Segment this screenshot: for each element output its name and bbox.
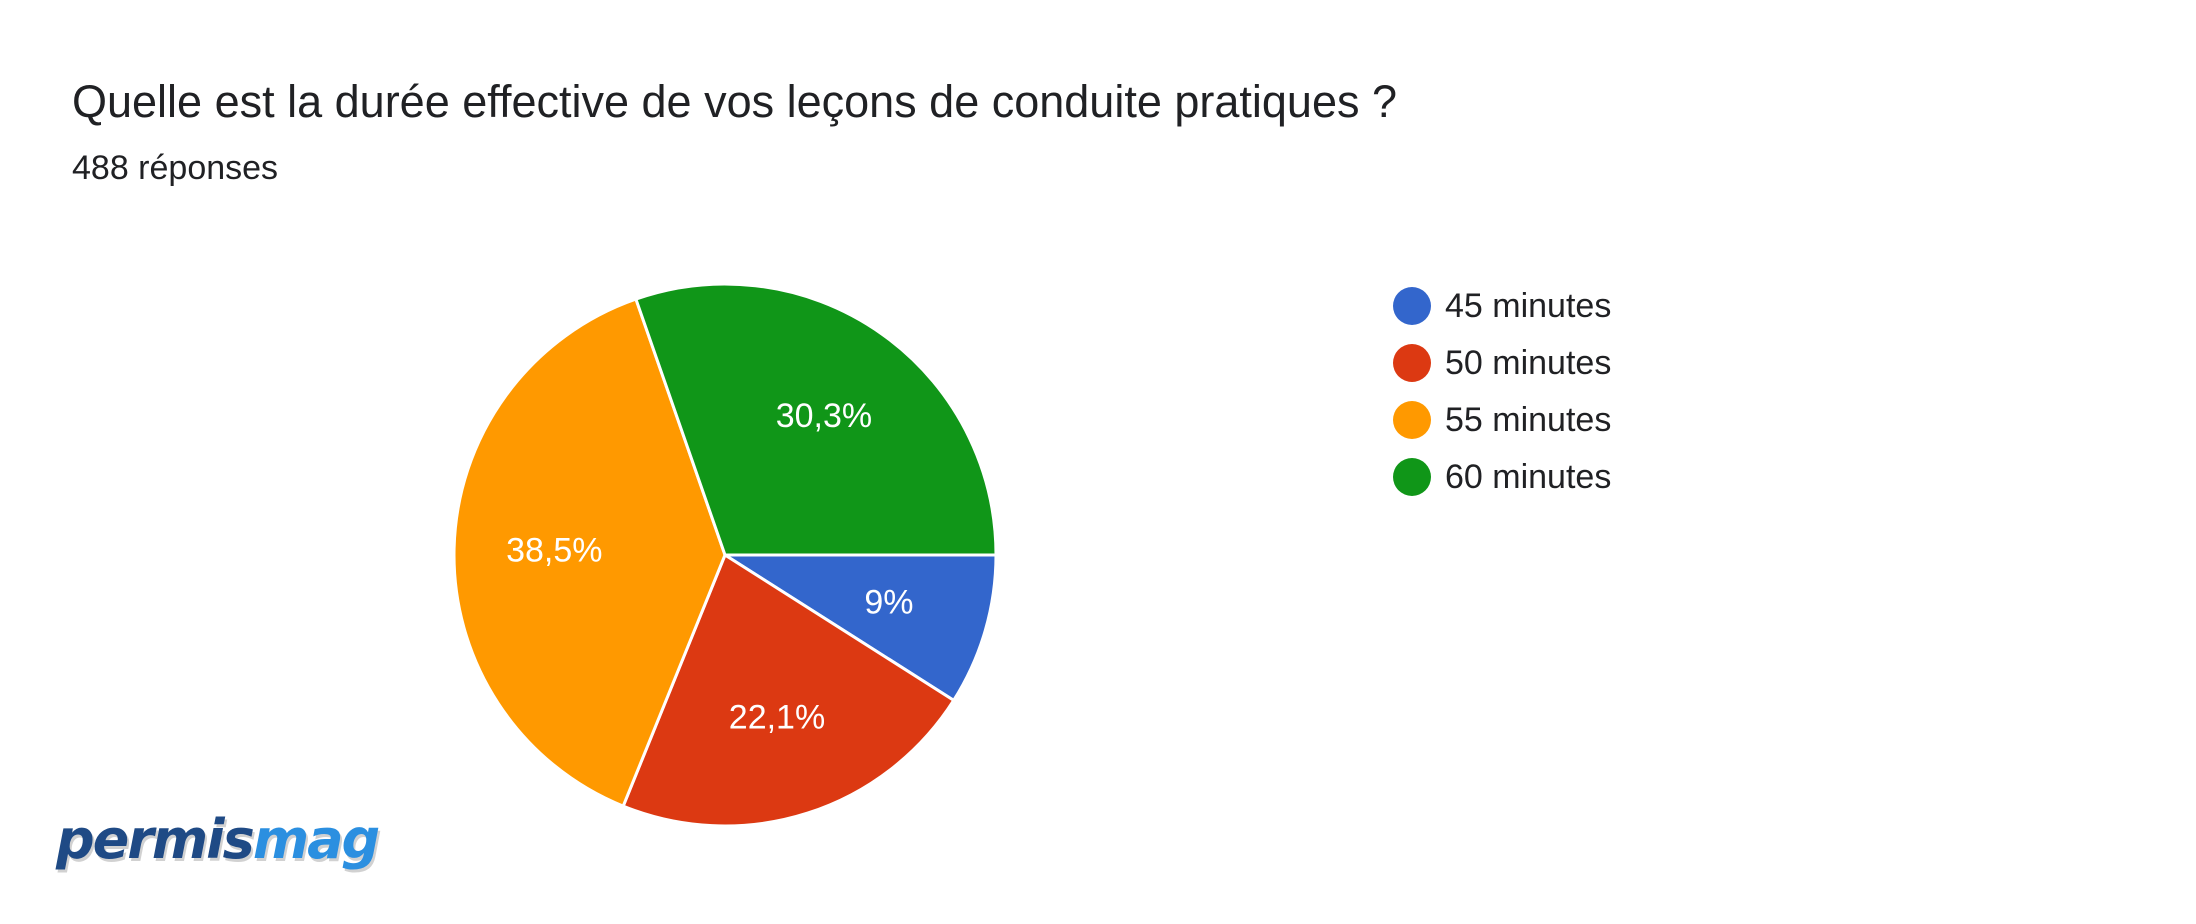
pie-slice-label-55-minutes: 38,5%: [506, 532, 602, 570]
pie-slice-45-minutes[interactable]: [723, 553, 998, 702]
pie-slice-label-45-minutes: 9%: [864, 584, 913, 622]
logo-text-permis: permis: [56, 808, 255, 871]
response-count: 488 réponses: [72, 149, 279, 187]
legend-swatch: [1393, 286, 1431, 325]
legend-swatch: [1393, 457, 1431, 496]
legend-label: 45 minutes: [1445, 286, 1612, 325]
chart-legend: 45 minutes 50 minutes 55 minutes 60 minutes: [1393, 277, 1611, 505]
legend-item-45-minutes[interactable]: 45 minutes: [1393, 277, 1611, 334]
pie-slice-label-50-minutes: 22,1%: [729, 699, 825, 737]
pie-slice-50-minutes[interactable]: [621, 553, 956, 828]
legend-swatch: [1393, 343, 1431, 382]
pie-slice-labels: 9% 22,1% 38,5% 30,3%: [506, 397, 913, 737]
legend-label: 55 minutes: [1445, 400, 1612, 439]
logo-text-mag: mag: [252, 808, 380, 871]
pie-slices: [452, 282, 998, 828]
chart-title: Quelle est la durée effective de vos leç…: [72, 76, 1398, 127]
legend-item-55-minutes[interactable]: 55 minutes: [1393, 391, 1611, 448]
permismag-logo: permismag: [56, 808, 380, 872]
legend-label: 50 minutes: [1445, 343, 1612, 382]
legend-label: 60 minutes: [1445, 457, 1612, 496]
pie-slice-label-60-minutes: 30,3%: [776, 397, 872, 435]
legend-swatch: [1393, 400, 1431, 439]
legend-item-60-minutes[interactable]: 60 minutes: [1393, 448, 1611, 505]
pie-slice-55-minutes[interactable]: [452, 297, 727, 808]
pie-slice-60-minutes[interactable]: [634, 282, 998, 557]
legend-item-50-minutes[interactable]: 50 minutes: [1393, 334, 1611, 391]
